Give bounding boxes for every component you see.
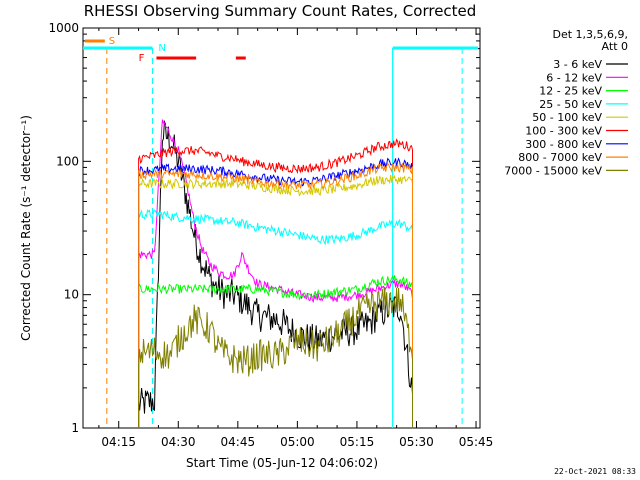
legend-header: Det 1,3,5,6,9,	[552, 28, 628, 41]
x-tick-label: 04:15	[101, 435, 136, 449]
legend-label: 7000 - 15000 keV	[504, 164, 602, 177]
y-axis: 1 10 100 1000	[48, 21, 480, 435]
x-axis: 04:15 04:30 04:45 05:00 05:15 05:30 05:45	[98, 28, 494, 449]
legend-label: 100 - 300 keV	[525, 125, 602, 138]
x-axis-label: Start Time (05-Jun-12 04:06:02)	[186, 456, 378, 470]
attenuator-and-state-markers: S N F	[83, 36, 478, 428]
x-tick-label: 05:00	[280, 435, 315, 449]
flare-label: F	[139, 53, 145, 64]
chart-title: RHESSI Observing Summary Count Rates, Co…	[84, 2, 477, 20]
y-tick-label: 1000	[48, 21, 79, 35]
legend-label: 300 - 800 keV	[525, 138, 602, 151]
y-tick-label: 10	[64, 288, 79, 302]
night-label: N	[158, 43, 165, 54]
legend-label: 12 - 25 keV	[539, 85, 602, 98]
x-tick-label: 05:15	[340, 435, 375, 449]
series-line-2	[138, 119, 413, 428]
x-tick-label: 05:30	[399, 435, 434, 449]
x-tick-label: 05:45	[459, 435, 494, 449]
legend-label: 25 - 50 keV	[539, 98, 602, 111]
x-tick-label: 04:30	[161, 435, 196, 449]
legend-label: 50 - 100 keV	[532, 111, 602, 124]
legend-header: Att 0	[602, 40, 628, 53]
series-line-4	[138, 209, 413, 428]
series-line-3	[138, 274, 413, 428]
saa-label: S	[109, 36, 115, 47]
plot-frame	[82, 27, 481, 429]
series-line-6	[138, 138, 413, 428]
y-axis-label: Corrected Count Rate (s⁻¹ detector⁻¹)	[19, 115, 33, 341]
series-line-8	[138, 162, 413, 428]
legend-label: 3 - 6 keV	[553, 58, 602, 71]
footer-timestamp: 22-Oct-2021 08:33	[554, 467, 636, 476]
series-line-7	[138, 157, 413, 428]
y-tick-label: 100	[56, 154, 79, 168]
series-line-1	[138, 119, 413, 428]
y-tick-label: 1	[71, 421, 79, 435]
series-layer	[138, 119, 413, 428]
legend-label: 800 - 7000 keV	[518, 151, 602, 164]
x-tick-label: 04:45	[221, 435, 256, 449]
series-line-9	[138, 287, 413, 428]
legend-label: 6 - 12 keV	[546, 71, 602, 84]
